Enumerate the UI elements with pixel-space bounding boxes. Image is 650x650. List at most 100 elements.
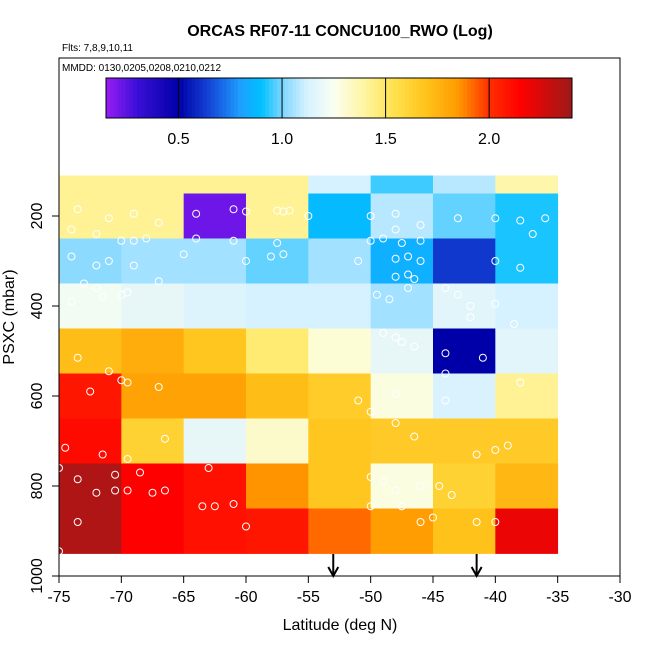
data-point bbox=[391, 254, 400, 263]
heatmap-cell bbox=[495, 238, 559, 284]
data-point bbox=[379, 329, 388, 337]
data-point bbox=[472, 450, 481, 459]
heatmap-cell bbox=[59, 193, 122, 239]
data-point bbox=[179, 250, 188, 259]
colorbar-segment bbox=[195, 78, 200, 118]
data-point bbox=[61, 554, 70, 562]
colorbar-segment bbox=[564, 78, 569, 118]
data-point bbox=[516, 216, 525, 225]
data-point bbox=[86, 387, 95, 396]
data-point bbox=[404, 270, 413, 279]
heatmap-cell bbox=[183, 175, 247, 194]
heatmap-cell bbox=[121, 418, 185, 464]
colorbar-segment bbox=[172, 78, 177, 118]
colorbar-segment bbox=[482, 78, 488, 118]
data-point bbox=[391, 389, 400, 398]
data-point bbox=[466, 313, 475, 322]
heatmap-cell bbox=[246, 283, 309, 329]
data-point bbox=[273, 206, 282, 215]
heatmap-cell bbox=[121, 373, 185, 419]
colorbar-tick-label: 0.5 bbox=[167, 131, 189, 148]
colorbar-segment bbox=[397, 78, 402, 118]
heatmap-cell bbox=[246, 238, 309, 284]
x-tick-label: -40 bbox=[484, 589, 507, 606]
data-point bbox=[404, 252, 413, 261]
colorbar-segment bbox=[373, 78, 379, 118]
data-point bbox=[528, 230, 537, 238]
colorbar-segment bbox=[552, 78, 557, 118]
colorbar-segment bbox=[540, 78, 546, 118]
data-point bbox=[98, 556, 107, 565]
data-point bbox=[410, 342, 419, 351]
colorbar-segment bbox=[331, 78, 336, 118]
colorbar-segment bbox=[467, 78, 472, 118]
colorbar-segment bbox=[140, 78, 146, 118]
colorbar-segment bbox=[109, 78, 115, 118]
colorbar-segment bbox=[412, 78, 418, 118]
data-point bbox=[516, 378, 525, 387]
heatmap-cell bbox=[495, 463, 559, 509]
colorbar-segment bbox=[366, 78, 371, 118]
colorbar-segment bbox=[296, 78, 301, 118]
heatmap-cell bbox=[433, 193, 496, 239]
data-point bbox=[429, 513, 437, 522]
y-tick-label: 1000 bbox=[29, 558, 46, 594]
heatmap-cell bbox=[121, 328, 185, 374]
data-point bbox=[441, 284, 450, 292]
colorbar-segment bbox=[505, 78, 511, 118]
data-point bbox=[491, 214, 500, 223]
plot-frame bbox=[58, 57, 621, 577]
colorbar-segment bbox=[447, 78, 453, 118]
colorbar-segment bbox=[152, 78, 157, 118]
colorbar-segment bbox=[346, 78, 352, 118]
observation-points bbox=[55, 205, 550, 580]
colorbar-segment bbox=[474, 78, 480, 118]
heatmap-cell bbox=[495, 193, 559, 239]
colorbar-segment bbox=[280, 78, 286, 118]
heatmap-cell bbox=[121, 463, 185, 509]
colorbar-segment bbox=[245, 78, 251, 118]
data-point bbox=[210, 556, 219, 565]
colorbar-segment bbox=[560, 78, 565, 118]
colorbar-segment bbox=[133, 78, 138, 118]
data-point bbox=[79, 279, 88, 288]
colorbar-segment bbox=[276, 78, 282, 118]
heatmap-cell bbox=[183, 193, 247, 239]
colorbar-segment bbox=[354, 78, 359, 118]
data-point bbox=[466, 302, 475, 310]
colorbar-segment bbox=[544, 78, 550, 118]
data-point bbox=[117, 236, 126, 245]
heatmap-cell bbox=[308, 418, 372, 464]
colorbar-segment bbox=[323, 78, 328, 118]
colorbar-segment bbox=[191, 78, 196, 118]
data-point bbox=[472, 518, 481, 526]
colorbar-segment bbox=[393, 78, 398, 118]
colorbar-segment bbox=[362, 78, 367, 118]
data-point bbox=[111, 486, 120, 495]
colorbar-segment bbox=[148, 78, 154, 118]
data-point bbox=[104, 367, 113, 376]
colorbar-segment bbox=[304, 78, 309, 118]
data-point bbox=[273, 239, 282, 247]
heatmap-cell bbox=[121, 175, 185, 194]
colorbar-segment bbox=[494, 78, 499, 118]
data-point bbox=[242, 207, 250, 216]
data-point bbox=[67, 225, 76, 234]
x-tick-label: -75 bbox=[47, 589, 70, 606]
data-point bbox=[391, 272, 400, 281]
colorbar-segment bbox=[284, 78, 290, 118]
data-point bbox=[204, 464, 213, 472]
heatmap-cell bbox=[370, 373, 434, 419]
data-point bbox=[391, 333, 400, 342]
colorbar-segment bbox=[381, 78, 387, 118]
heatmap-cell bbox=[246, 463, 309, 509]
heatmap-cell bbox=[59, 418, 122, 464]
data-point bbox=[441, 349, 450, 358]
x-axis: -75 -70 -65 -60 -55 -50 -45 -40 -35 -30 bbox=[47, 576, 632, 606]
colorbar-segment bbox=[206, 78, 212, 118]
colorbar-segment bbox=[335, 78, 340, 118]
colorbar-segment bbox=[183, 78, 189, 118]
data-point bbox=[92, 261, 101, 270]
heatmap-cell bbox=[121, 238, 185, 284]
colorbar-segment bbox=[502, 78, 507, 118]
